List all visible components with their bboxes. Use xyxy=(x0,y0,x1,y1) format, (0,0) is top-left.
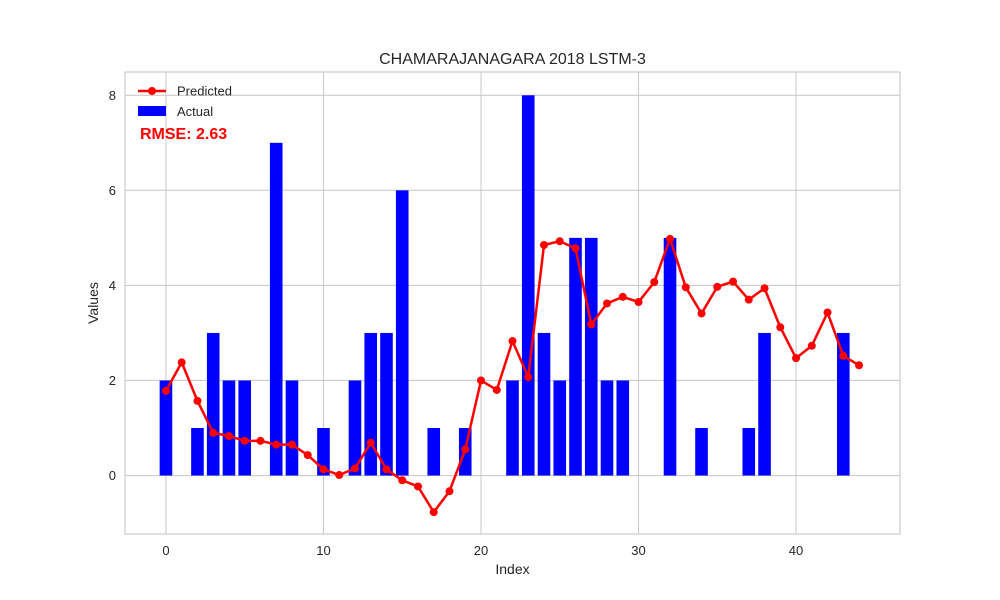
predicted-point-43 xyxy=(839,351,848,360)
actual-bar-7 xyxy=(269,142,283,476)
predicted-point-26 xyxy=(571,244,580,253)
predicted-point-17 xyxy=(429,508,438,517)
predicted-point-38 xyxy=(760,284,769,293)
rmse-annotation: RMSE: 2.63 xyxy=(140,126,227,143)
predicted-point-6 xyxy=(256,436,265,445)
predicted-point-2 xyxy=(193,396,202,405)
actual-bar-3 xyxy=(206,332,220,476)
predicted-point-32 xyxy=(666,234,675,243)
y-tick-label-2: 4 xyxy=(109,278,116,293)
actual-bar-24 xyxy=(537,332,551,476)
predicted-point-36 xyxy=(729,277,738,286)
actual-bar-28 xyxy=(600,380,614,476)
legend-predicted-label: Predicted xyxy=(177,84,232,99)
actual-bar-29 xyxy=(616,380,630,476)
predicted-line-group xyxy=(161,234,864,517)
actual-bar-32 xyxy=(663,237,677,476)
actual-bar-34 xyxy=(695,428,708,476)
predicted-point-1 xyxy=(177,358,186,367)
actual-bar-2 xyxy=(191,428,204,476)
legend: Predicted Actual xyxy=(138,84,232,119)
actual-bar-10 xyxy=(317,428,330,476)
predicted-point-27 xyxy=(587,320,596,329)
predicted-point-5 xyxy=(240,436,249,445)
actual-bar-25 xyxy=(553,380,567,476)
predicted-point-21 xyxy=(492,385,501,394)
actual-bar-4 xyxy=(222,380,236,476)
predicted-point-41 xyxy=(807,341,816,350)
x-tick-label-4: 40 xyxy=(789,543,803,558)
x-tick-label-0: 0 xyxy=(162,543,169,558)
predicted-point-16 xyxy=(413,482,422,491)
actual-bar-38 xyxy=(758,332,771,476)
actual-bar-12 xyxy=(348,380,362,476)
predicted-point-28 xyxy=(603,299,612,308)
plot-frame xyxy=(124,71,901,535)
predicted-point-8 xyxy=(287,440,296,449)
predicted-point-12 xyxy=(350,464,359,473)
predicted-point-29 xyxy=(618,292,627,301)
actual-bar-5 xyxy=(238,380,252,476)
actual-bar-15 xyxy=(395,190,409,476)
x-axis-label: Index xyxy=(495,561,529,577)
legend-actual-label: Actual xyxy=(177,104,213,119)
predicted-point-31 xyxy=(650,278,659,287)
x-tick-label-2: 20 xyxy=(474,543,488,558)
predicted-point-0 xyxy=(161,386,170,395)
predicted-point-10 xyxy=(319,465,328,474)
actual-bar-17 xyxy=(427,428,441,476)
predicted-point-30 xyxy=(634,298,643,307)
actual-bar-13 xyxy=(364,332,378,476)
predicted-point-18 xyxy=(445,487,454,496)
predicted-point-20 xyxy=(476,376,485,385)
predicted-point-24 xyxy=(540,241,549,250)
predicted-point-33 xyxy=(681,283,690,292)
y-tick-label-0: 0 xyxy=(109,468,116,483)
predicted-point-3 xyxy=(209,428,218,437)
predicted-point-40 xyxy=(792,354,801,363)
actual-bar-0 xyxy=(159,380,173,476)
predicted-point-39 xyxy=(776,323,785,332)
tick-labels: 0 10 20 30 40 0 2 4 6 8 xyxy=(109,88,804,558)
predicted-point-13 xyxy=(366,438,375,447)
predicted-point-7 xyxy=(272,440,281,449)
predicted-point-25 xyxy=(555,237,564,246)
predicted-point-37 xyxy=(744,295,753,304)
predicted-point-22 xyxy=(508,337,517,346)
actual-bar-37 xyxy=(742,428,756,476)
y-tick-label-1: 2 xyxy=(109,373,116,388)
predicted-point-35 xyxy=(713,282,722,291)
actual-bar-43 xyxy=(836,332,850,476)
x-tick-label-3: 30 xyxy=(631,543,645,558)
actual-bar-27 xyxy=(584,237,598,476)
predicted-point-14 xyxy=(382,465,391,474)
predicted-point-23 xyxy=(524,373,533,382)
actual-bar-14 xyxy=(380,332,393,476)
predicted-point-42 xyxy=(823,308,832,317)
actual-bar-22 xyxy=(506,380,519,476)
actual-bar-23 xyxy=(521,95,535,476)
predicted-point-19 xyxy=(461,445,470,454)
actual-bar-26 xyxy=(569,237,582,476)
predicted-point-11 xyxy=(335,471,344,480)
actual-bar-8 xyxy=(285,380,299,476)
predicted-point-15 xyxy=(398,476,407,485)
predicted-point-34 xyxy=(697,309,706,318)
y-axis-label: Values xyxy=(85,282,101,324)
y-tick-label-3: 6 xyxy=(109,183,116,198)
legend-actual-swatch xyxy=(138,106,166,116)
predicted-point-4 xyxy=(224,432,233,441)
predicted-point-9 xyxy=(303,451,312,460)
legend-predicted-swatch-marker xyxy=(148,87,156,95)
x-tick-label-1: 10 xyxy=(316,543,330,558)
y-tick-label-4: 8 xyxy=(109,88,116,103)
predicted-point-44 xyxy=(855,361,864,370)
chart-title: CHAMARAJANAGARA 2018 LSTM-3 xyxy=(379,51,646,68)
